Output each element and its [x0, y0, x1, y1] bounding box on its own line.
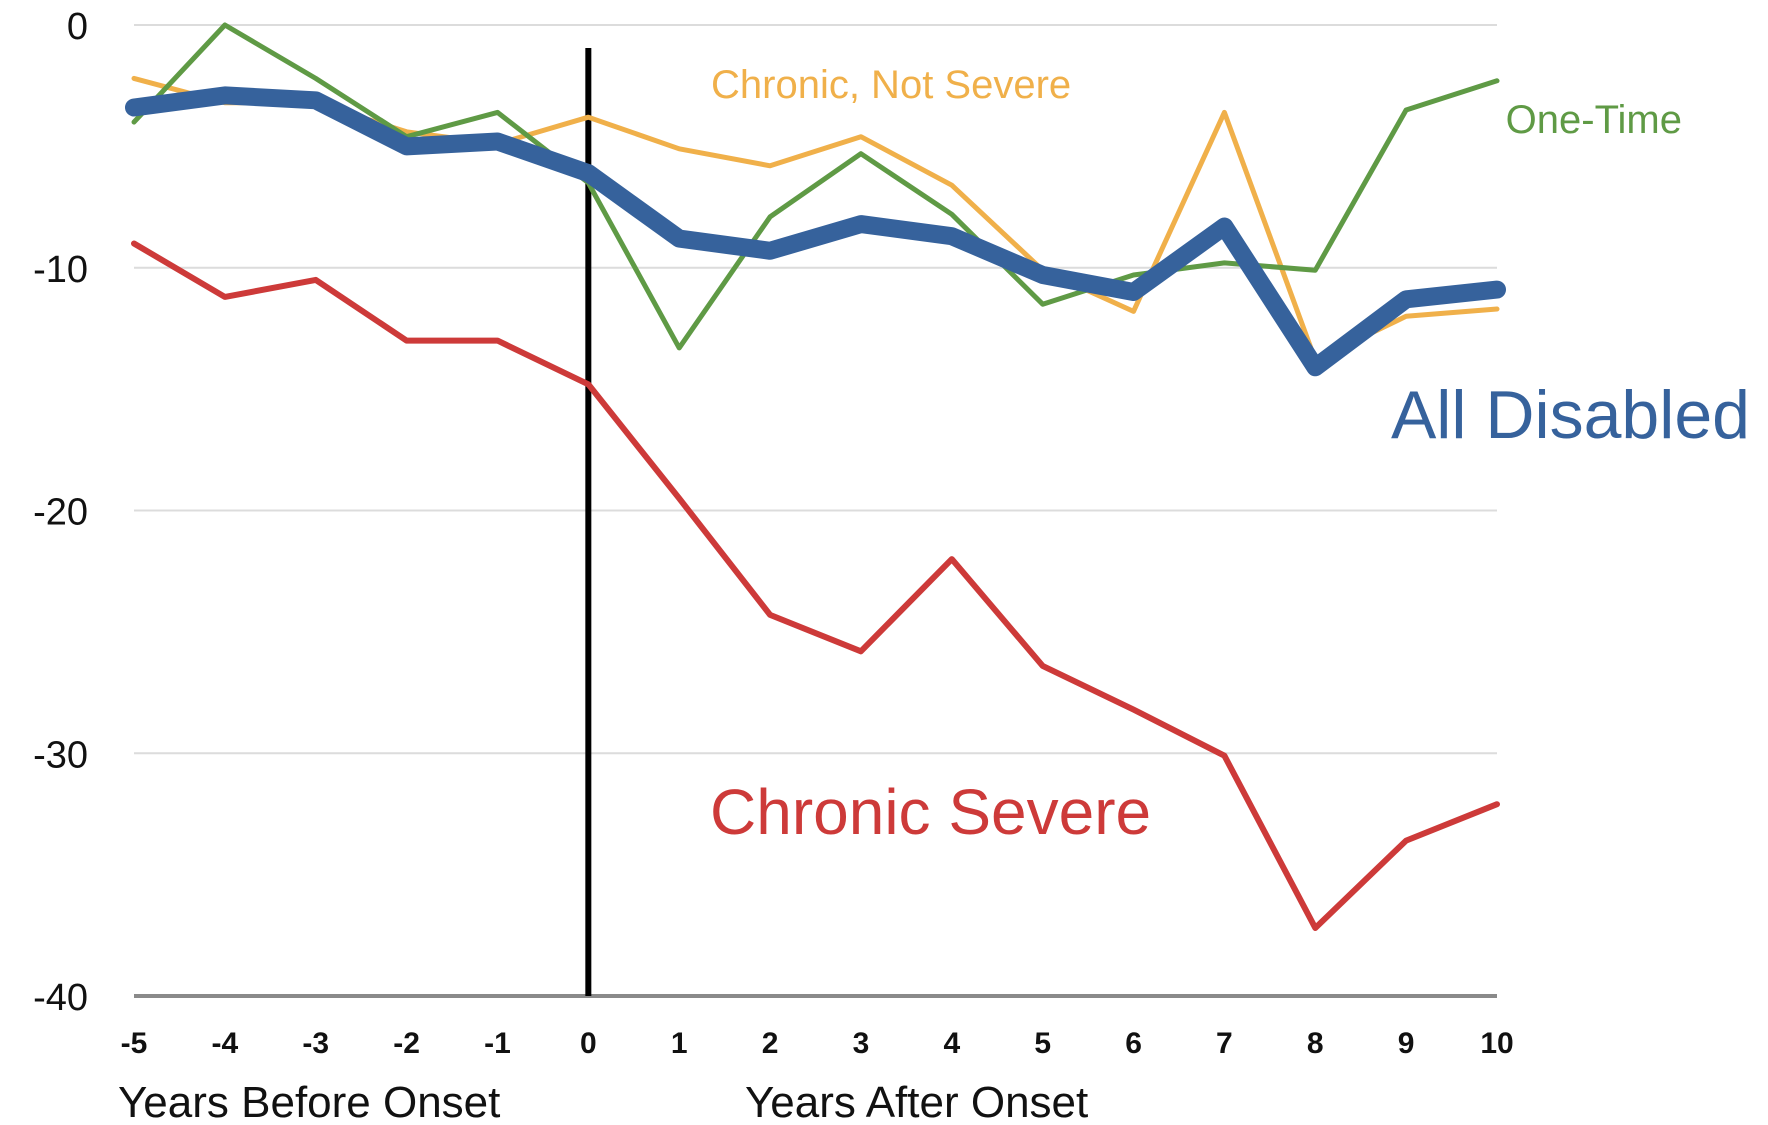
grid-lines: [134, 24, 1497, 998]
series-label-chronic-not-severe: Chronic, Not Severe: [711, 63, 1071, 107]
series-line-one-time: [131, 22, 1500, 351]
x-axis-caption-after-onset: Years After Onset: [745, 1078, 1088, 1125]
x-tick-label: 2: [762, 1027, 779, 1060]
x-tick-label: 7: [1216, 1027, 1233, 1060]
x-tick-label: -3: [302, 1027, 329, 1060]
series-labels: Chronic, Not Severe One-Time All Disabled C…: [710, 63, 1750, 848]
series-label-chronic-severe: Chronic Severe: [710, 776, 1151, 848]
x-tick-label: 10: [1480, 1027, 1513, 1060]
y-tick-label: -30: [33, 734, 88, 776]
axes: 0-10-20-30-40-5 -4 -3 -2 -1 0 1 2 3 4 5 6 7 8 9 10: [33, 6, 1514, 1060]
x-axis-caption-before-onset: Years Before Onset: [118, 1078, 500, 1125]
series-line-all-disabled: [125, 86, 1506, 377]
x-tick-label: -1: [484, 1027, 511, 1060]
y-tick-label: -40: [33, 977, 88, 1019]
series-label-all-disabled: All Disabled: [1391, 377, 1750, 453]
x-tick-label: 4: [943, 1027, 960, 1060]
y-tick-label: -10: [33, 249, 88, 291]
x-tick-label: -4: [212, 1027, 239, 1060]
series-line-chronic-severe: [131, 240, 1500, 931]
x-tick-label: -5: [121, 1027, 148, 1060]
x-tick-label: 9: [1398, 1027, 1415, 1060]
x-tick-label: 1: [671, 1027, 688, 1060]
series-label-one-time: One-Time: [1506, 98, 1682, 142]
x-tick-label: 3: [853, 1027, 870, 1060]
x-tick-label: 8: [1307, 1027, 1324, 1060]
series-lines: [125, 22, 1506, 931]
y-tick-label: -20: [33, 492, 88, 534]
x-tick-label: 0: [580, 1027, 597, 1060]
y-tick-label: 0: [67, 6, 88, 48]
x-tick-label: 5: [1034, 1027, 1051, 1060]
x-tick-label: -2: [393, 1027, 420, 1060]
x-tick-label: 6: [1125, 1027, 1142, 1060]
